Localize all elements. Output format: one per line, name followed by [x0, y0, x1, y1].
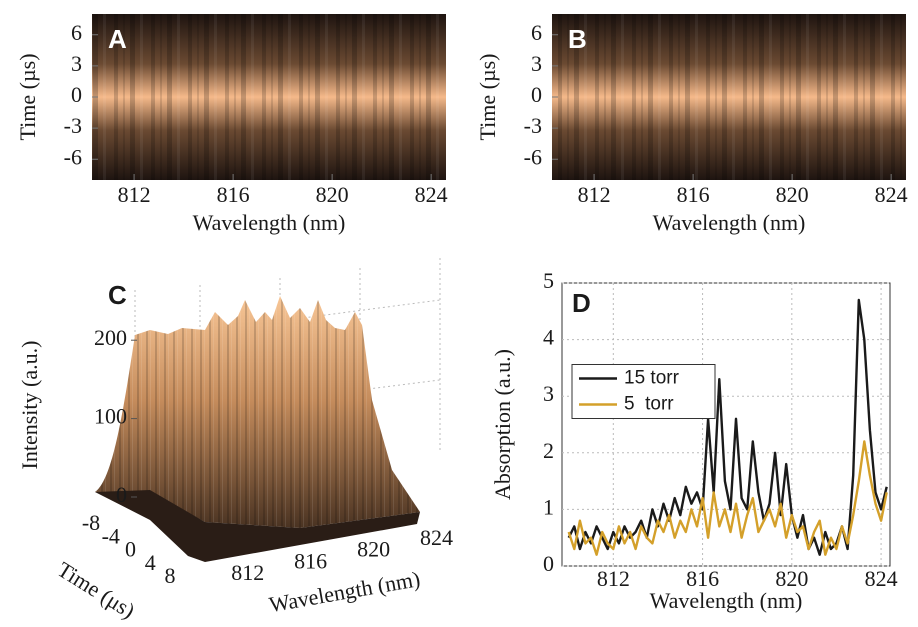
x-tick-label: 824	[865, 566, 898, 591]
y-tick-label: 0	[71, 82, 82, 107]
y-tick-label: 6	[71, 20, 82, 45]
y-tick-label: -8	[82, 510, 100, 535]
x-tick-label: 812	[597, 566, 630, 591]
surface-decoration	[95, 258, 441, 562]
x-tick-label: 820	[357, 537, 390, 562]
panel-label: B	[568, 24, 587, 54]
z-tick-label: 100	[94, 404, 127, 429]
y-tick-label: -6	[64, 144, 82, 169]
plot-frame	[561, 282, 891, 567]
x-tick-label: 824	[420, 525, 453, 550]
x-tick-label: 820	[316, 182, 349, 207]
legend-box	[571, 364, 716, 419]
y-tick-label: 1	[543, 494, 554, 519]
z-tick-label: 200	[94, 325, 127, 350]
y-tick-label: 0	[531, 82, 542, 107]
x-tick-label: 816	[217, 182, 250, 207]
panel-label: C	[108, 280, 127, 310]
x-tick-label: 812	[118, 182, 151, 207]
surface-floor	[95, 490, 420, 562]
y-tick-label: -3	[64, 113, 82, 138]
panel-label: D	[572, 288, 591, 318]
data-line	[567, 440, 888, 556]
z-axis-label: Intensity (a.u.)	[17, 341, 42, 470]
y-tick-label: 5	[543, 268, 554, 293]
z-tick-label: 0	[116, 482, 127, 507]
x-tick-label: 816	[686, 566, 719, 591]
y-axis-label: Time (µs)	[15, 53, 40, 140]
x-axis-label: Wavelength (nm)	[653, 210, 806, 235]
x-tick-label: 824	[415, 182, 448, 207]
y-tick-label: 0	[543, 551, 554, 576]
legend-label: 5 torr	[624, 394, 674, 415]
x-tick-label: 820	[776, 182, 809, 207]
y-axis-label: Absorption (a.u.)	[490, 349, 515, 500]
legend-label: 15 torr	[624, 368, 680, 389]
x-axis-label: Wavelength (nm)	[650, 588, 803, 613]
y-tick-label: 4	[543, 325, 554, 350]
heatmap-texture	[552, 14, 906, 180]
x-axis-label: Wavelength (nm)	[193, 210, 346, 235]
panel-label: A	[108, 24, 127, 54]
y-tick-label: -6	[524, 144, 542, 169]
x-tick-label: 824	[875, 182, 908, 207]
x-tick-label: 816	[294, 548, 327, 573]
y-axis-label: Time (µs)	[475, 53, 500, 140]
y-tick-label: 2	[543, 438, 554, 463]
x-tick-label: 812	[231, 560, 264, 585]
y-tick-label: 3	[531, 51, 542, 76]
y-tick-label: 3	[543, 381, 554, 406]
y-tick-label: 3	[71, 51, 82, 76]
y-axis-label: Time (μs)	[53, 556, 139, 623]
y-tick-label: 6	[531, 20, 542, 45]
y-tick-label: 0	[125, 537, 136, 562]
y-tick-label: -4	[102, 523, 120, 548]
y-tick-label: -3	[524, 113, 542, 138]
x-tick-label: 812	[578, 182, 611, 207]
y-tick-label: 4	[145, 550, 156, 575]
surface-streaks	[95, 296, 420, 528]
x-axis-label: Wavelength (nm)	[267, 566, 422, 617]
y-tick-label: 8	[165, 563, 176, 588]
x-tick-label: 820	[775, 566, 808, 591]
heatmap-texture	[92, 14, 446, 180]
x-tick-label: 816	[677, 182, 710, 207]
